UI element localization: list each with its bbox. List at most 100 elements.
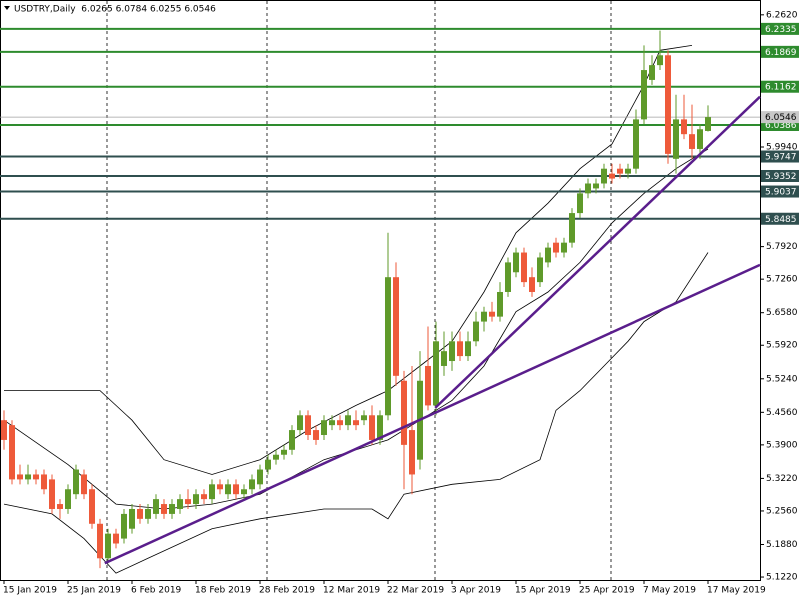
candle-body [497, 291, 503, 317]
candle-body [273, 454, 279, 460]
candle-body [473, 321, 479, 342]
x-tick-label: 15 Jan 2019 [3, 586, 57, 596]
candle-body [265, 459, 271, 470]
plot-frame [0, 0, 761, 581]
candle-body [169, 504, 175, 514]
candle-body [289, 430, 295, 450]
chart-title: USDTRY,Daily 6.0265 6.0784 6.0255 6.0546 [14, 5, 216, 15]
candle-body [553, 242, 559, 253]
y-tick-label: 5.5240 [766, 374, 798, 384]
candle-body [545, 247, 551, 263]
y-tick-label: 5.6580 [766, 308, 798, 318]
candle-body [17, 474, 23, 480]
candle-body [297, 415, 303, 431]
level-label-box [761, 45, 799, 58]
candle-body [313, 430, 319, 440]
candle-body [89, 489, 95, 524]
candle-body [673, 119, 679, 159]
candle-body [609, 173, 615, 179]
level-label-box [761, 169, 799, 182]
level-label-box [761, 185, 799, 198]
y-tick-label: 6.2620 [766, 10, 798, 20]
candle-body [249, 479, 255, 490]
candle-body [33, 474, 39, 480]
candle-body [321, 420, 327, 436]
level-label: 5.8485 [765, 215, 797, 225]
last-price-label: 6.0546 [765, 113, 797, 123]
x-tick-label: 15 Apr 2019 [515, 586, 571, 596]
candle-body [1, 420, 7, 440]
candle-body [121, 513, 127, 539]
candle-body [505, 262, 511, 292]
band-line [3, 252, 709, 574]
candle-body [665, 55, 671, 154]
candle-body [193, 494, 199, 505]
candle-body [241, 489, 247, 495]
y-tick-label: 5.7260 [766, 275, 798, 285]
candle-body [113, 533, 119, 544]
candle-body [617, 168, 623, 174]
candle-body [345, 415, 351, 426]
candle-body [105, 533, 111, 559]
candle-body [81, 474, 87, 495]
candle-body [625, 168, 631, 174]
trend-line [434, 95, 761, 409]
candle-body [49, 479, 55, 509]
candle-body [409, 430, 415, 475]
candle-body [593, 183, 599, 189]
y-tick-label: 5.9940 [766, 142, 798, 152]
y-tick-label: 5.7920 [766, 242, 798, 252]
y-tick-label: 5.4560 [766, 408, 798, 418]
candle-body [385, 277, 391, 416]
candle-body [161, 504, 167, 514]
candle-body [681, 119, 687, 135]
y-tick-label: 5.2560 [766, 506, 798, 516]
candle-body [689, 134, 695, 149]
candle-body [449, 341, 455, 362]
candle-body [73, 469, 79, 495]
candle-body [529, 277, 535, 292]
candle-body [585, 183, 591, 194]
candle-body [145, 508, 151, 519]
x-tick-label: 7 May 2019 [643, 586, 696, 596]
candle-body [633, 119, 639, 169]
last-price-box [761, 111, 799, 124]
candle-body [601, 168, 607, 184]
candle-body [369, 415, 375, 440]
x-tick-label: 25 Jan 2019 [67, 586, 121, 596]
x-tick-label: 3 Apr 2019 [451, 586, 501, 596]
candle-body [481, 311, 487, 322]
candle-body [57, 504, 63, 509]
candle-body [441, 351, 447, 366]
level-label: 6.0386 [765, 121, 797, 131]
marks [0, 27, 761, 574]
x-tick-label: 12 Mar 2019 [323, 586, 380, 596]
candle-body [9, 425, 15, 480]
candle-body [465, 341, 471, 357]
y-tick-label: 5.5920 [766, 341, 798, 351]
candle-body [377, 415, 383, 440]
candle-body [217, 484, 223, 490]
x-tick-label: 28 Feb 2019 [259, 586, 315, 596]
candle-body [641, 70, 647, 120]
candle-body [177, 499, 183, 509]
candle-body [433, 341, 439, 406]
y-tick-label: 5.1880 [766, 540, 798, 550]
level-label-box [761, 212, 799, 225]
candle-body [65, 489, 71, 509]
candle-body [337, 420, 343, 426]
candle-body [41, 474, 47, 490]
x-tick-label: 22 Mar 2019 [387, 586, 444, 596]
candle-body [137, 508, 143, 519]
level-label-box [761, 22, 799, 35]
menu-arrow [4, 6, 10, 10]
y-tick-label: 5.1220 [766, 573, 798, 583]
level-label-box [761, 80, 799, 93]
candle-body [201, 494, 207, 500]
candle-body [489, 311, 495, 317]
candle-body [705, 117, 711, 131]
trend-line [104, 263, 761, 565]
candle-body [353, 420, 359, 426]
candle-body [561, 242, 567, 253]
